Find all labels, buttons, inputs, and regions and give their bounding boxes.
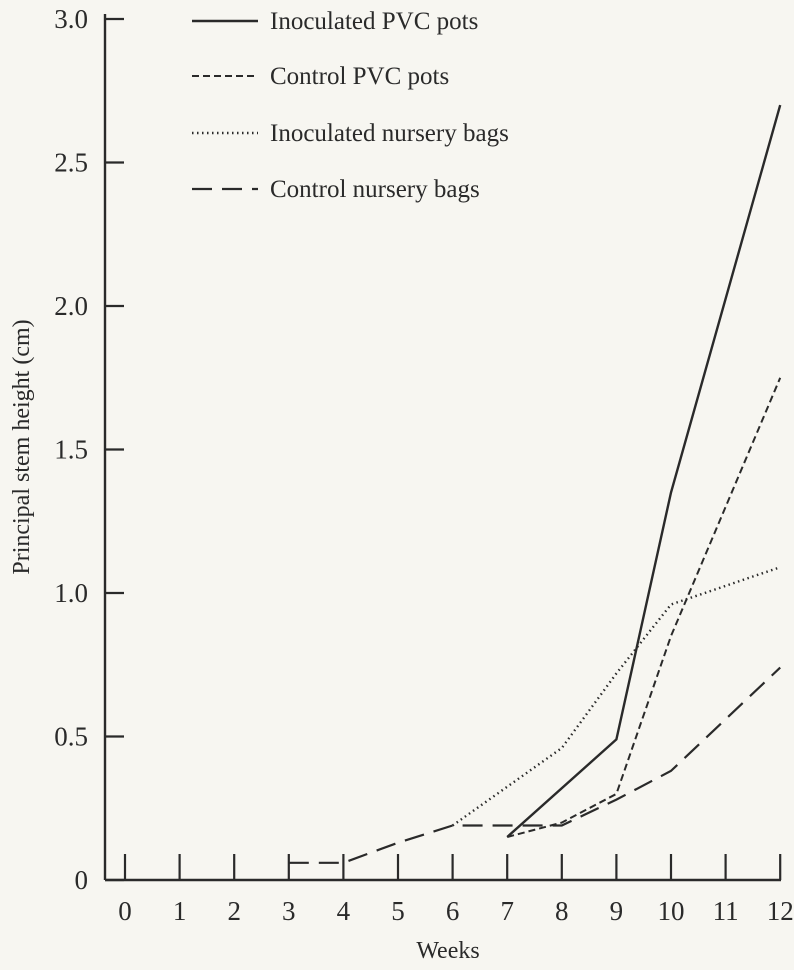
x-tick-label: 9	[610, 896, 624, 926]
x-tick-label: 7	[500, 896, 514, 926]
x-tick-label: 4	[337, 896, 351, 926]
y-tick-label: 0.5	[54, 722, 88, 752]
y-tick-label: 2.0	[54, 291, 88, 321]
x-tick-label: 12	[767, 896, 794, 926]
x-ticks: 0 1 2 3 4 5 6 7 8 9 10 11 12	[118, 854, 794, 926]
x-tick-label: 11	[713, 896, 739, 926]
x-axis-title: Weeks	[416, 938, 479, 964]
series-line-inoculated-pvc-pots	[506, 104, 782, 838]
x-tick-label: 1	[173, 896, 187, 926]
series-group	[288, 104, 782, 864]
series-line-control-nursery-bags	[288, 666, 781, 864]
x-tick-label: 0	[118, 896, 132, 926]
y-tick-label: 2.5	[54, 148, 88, 178]
series-line-inoculated-nursery-bags	[451, 566, 781, 827]
y-ticks: 0 0.5 1.0 1.5 2.0 2.5 3.0	[54, 4, 124, 895]
y-tick-label: 0	[75, 865, 89, 895]
x-tick-label: 5	[391, 896, 405, 926]
y-tick-label: 3.0	[54, 4, 88, 34]
x-tick-label: 2	[227, 896, 241, 926]
legend-label-inoculated-pvc-pots: Inoculated PVC pots	[270, 8, 478, 35]
y-tick-label: 1.0	[54, 578, 88, 608]
y-axis-title: Principal stem height (cm)	[9, 319, 35, 574]
series-line-control-pvc-pots	[506, 377, 782, 838]
legend: Inoculated PVC pots Control PVC pots Inocu…	[192, 8, 509, 203]
legend-label-control-pvc-pots: Control PVC pots	[270, 63, 449, 90]
y-tick-label: 1.5	[54, 435, 88, 465]
x-tick-label: 10	[658, 896, 685, 926]
x-tick-label: 8	[555, 896, 569, 926]
x-tick-label: 6	[446, 896, 460, 926]
legend-label-inoculated-nursery-bags: Inoculated nursery bags	[270, 120, 509, 147]
legend-label-control-nursery-bags: Control nursery bags	[270, 176, 480, 203]
x-tick-label: 3	[282, 896, 296, 926]
